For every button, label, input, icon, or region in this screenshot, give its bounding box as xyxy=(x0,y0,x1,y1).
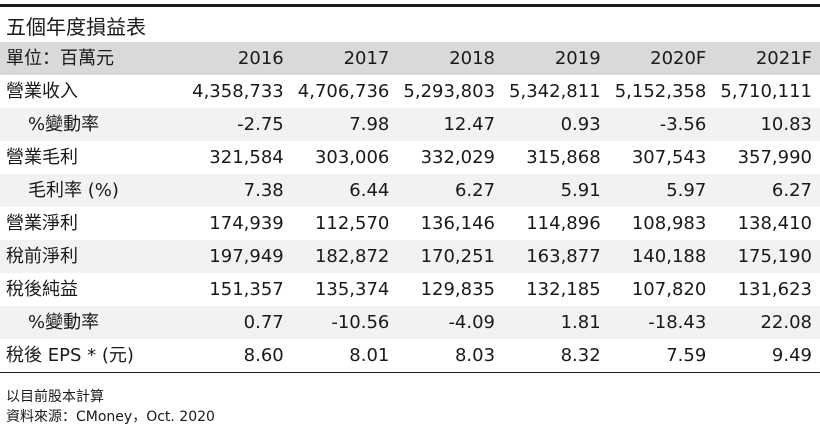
cell-value: 10.83 xyxy=(760,114,812,135)
cell-value: 174,939 xyxy=(209,213,284,234)
cell-value: 4,706,736 xyxy=(297,81,390,102)
cell-value: 175,190 xyxy=(737,246,812,267)
year-header: 2016 xyxy=(237,48,284,69)
row-label: 營業淨利 xyxy=(6,213,78,234)
cell-value: 8.32 xyxy=(503,339,609,373)
cell-value: 6.27 xyxy=(454,180,496,201)
cell-value: 321,584 xyxy=(209,147,284,168)
cell-value: 5,293,803 xyxy=(403,81,496,102)
year-header: 2017 xyxy=(343,48,390,69)
table-title-bar: 五個年度損益表 xyxy=(0,4,820,42)
cell-value: -10.56 xyxy=(331,312,390,333)
row-label: %變動率 xyxy=(28,114,100,135)
table-row: 毛利率 (%) 7.38 6.44 6.27 5.91 5.97 6.27 xyxy=(0,174,820,207)
income-statement-table: 單位：百萬元 2016 2017 2018 2019 2020F 2021F 營… xyxy=(0,42,820,373)
cell-value: 0.77 xyxy=(243,312,284,333)
year-header: 2019 xyxy=(554,48,601,69)
table-row: 營業淨利 174,939 112,570 136,146 114,896 108… xyxy=(0,207,820,240)
cell-value: 8.03 xyxy=(397,339,504,373)
cell-value: 107,820 xyxy=(631,279,707,300)
cell-value: 170,251 xyxy=(420,246,496,267)
row-label: 毛利率 (%) xyxy=(28,180,119,201)
cell-value: -4.09 xyxy=(448,312,496,333)
cell-value: 332,029 xyxy=(420,147,496,168)
cell-value: 136,146 xyxy=(420,213,496,234)
cell-value: 307,543 xyxy=(631,147,707,168)
cell-value: -2.75 xyxy=(237,114,284,135)
source-note: 資料來源：CMoney，Oct. 2020 xyxy=(6,409,215,425)
cell-value: 112,570 xyxy=(314,213,390,234)
cell-value: 182,872 xyxy=(314,246,390,267)
year-header: 2018 xyxy=(449,48,496,69)
cell-value: 108,983 xyxy=(631,213,707,234)
table-row: 稅後純益 151,357 135,374 129,835 132,185 107… xyxy=(0,273,820,306)
cell-value: 315,868 xyxy=(526,147,601,168)
cell-value: 140,188 xyxy=(631,246,707,267)
cell-value: 0.93 xyxy=(560,114,601,135)
cell-value: 5,152,358 xyxy=(614,81,707,102)
cell-value: 131,623 xyxy=(737,279,812,300)
row-label: 營業毛利 xyxy=(6,147,78,168)
row-label: %變動率 xyxy=(28,312,100,333)
footnote: 以目前股本計算 xyxy=(6,389,104,405)
cell-value: 197,949 xyxy=(209,246,284,267)
cell-value: 357,990 xyxy=(737,147,812,168)
row-label: 稅後純益 xyxy=(6,279,78,300)
row-label: 稅後 EPS * (元) xyxy=(0,339,187,373)
cell-value: 303,006 xyxy=(314,147,390,168)
cell-value: 5,342,811 xyxy=(509,81,601,102)
cell-value: 151,357 xyxy=(209,279,284,300)
cell-value: 7.59 xyxy=(608,339,715,373)
header-row: 單位：百萬元 2016 2017 2018 2019 2020F 2021F xyxy=(0,42,820,75)
row-label: 稅前淨利 xyxy=(6,246,78,267)
year-header: 2020F xyxy=(650,48,707,69)
cell-value: 6.44 xyxy=(349,180,390,201)
cell-value: 12.47 xyxy=(443,114,496,135)
cell-value: 129,835 xyxy=(420,279,496,300)
year-header: 2021F xyxy=(755,48,812,69)
cell-value: -3.56 xyxy=(659,114,707,135)
table-row: 營業收入 4,358,733 4,706,736 5,293,803 5,342… xyxy=(0,75,820,108)
cell-value: -18.43 xyxy=(648,312,707,333)
cell-value: 5,710,111 xyxy=(720,81,812,102)
unit-label: 單位：百萬元 xyxy=(6,48,114,69)
cell-value: 138,410 xyxy=(737,213,812,234)
table-title: 五個年度損益表 xyxy=(6,15,146,39)
cell-value: 114,896 xyxy=(526,213,601,234)
cell-value: 132,185 xyxy=(526,279,601,300)
cell-value: 8.01 xyxy=(291,339,398,373)
cell-value: 4,358,733 xyxy=(192,81,284,102)
table-row: 稅後 EPS * (元) 8.60 8.01 8.03 8.32 7.59 9.… xyxy=(0,339,820,373)
cell-value: 163,877 xyxy=(526,246,601,267)
cell-value: 22.08 xyxy=(760,312,812,333)
row-label: 營業收入 xyxy=(6,81,78,102)
cell-value: 7.38 xyxy=(243,180,284,201)
cell-value: 7.98 xyxy=(349,114,390,135)
table-row: %變動率 0.77 -10.56 -4.09 1.81 -18.43 22.08 xyxy=(0,306,820,339)
cell-value: 1.81 xyxy=(560,312,601,333)
table-row: 稅前淨利 197,949 182,872 170,251 163,877 140… xyxy=(0,240,820,273)
table-row: %變動率 -2.75 7.98 12.47 0.93 -3.56 10.83 xyxy=(0,108,820,141)
cell-value: 6.27 xyxy=(771,180,812,201)
table-notes: 以目前股本計算 資料來源：CMoney，Oct. 2020 xyxy=(6,387,215,427)
cell-value: 135,374 xyxy=(314,279,390,300)
cell-value: 9.49 xyxy=(714,339,820,373)
cell-value: 8.60 xyxy=(186,339,292,373)
cell-value: 5.91 xyxy=(560,180,601,201)
table-row: 營業毛利 321,584 303,006 332,029 315,868 307… xyxy=(0,141,820,174)
cell-value: 5.97 xyxy=(666,180,707,201)
